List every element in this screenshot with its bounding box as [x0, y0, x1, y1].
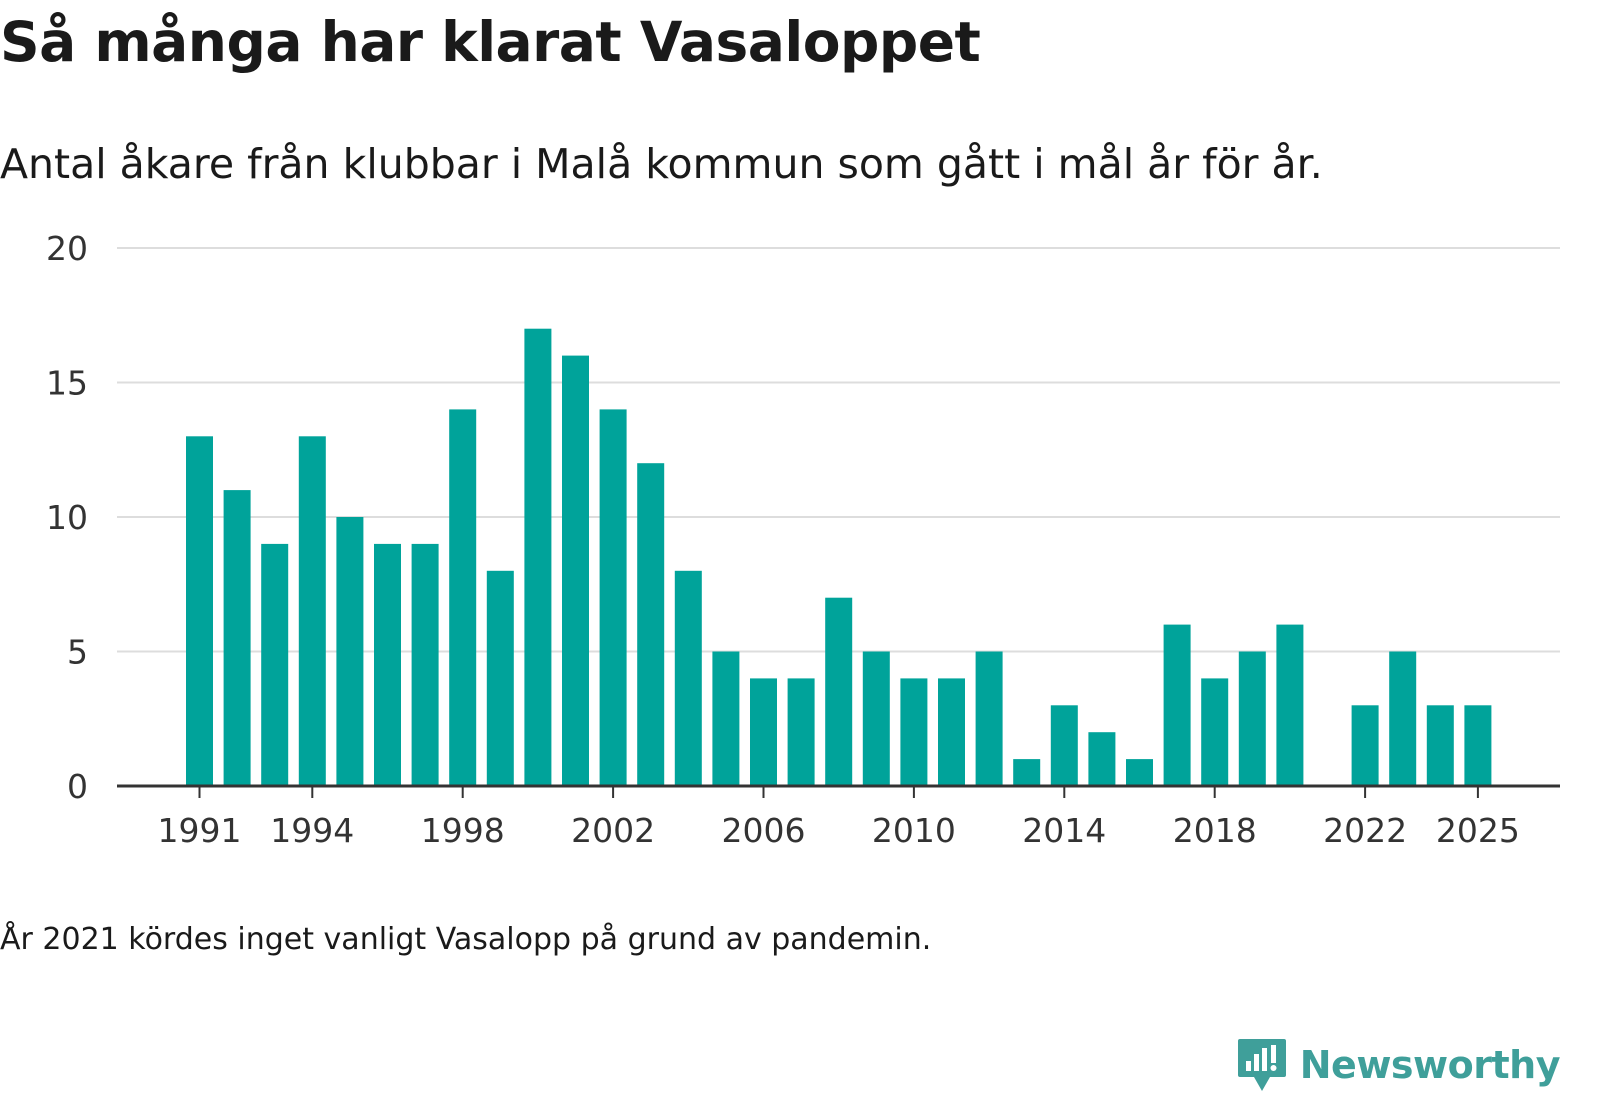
bar-2022 — [1351, 705, 1379, 786]
x-tick-label-2006: 2006 — [722, 811, 806, 850]
newsworthy-logo-icon — [1237, 1039, 1286, 1091]
bar-2003 — [637, 463, 665, 786]
y-tick-label-20: 20 — [46, 229, 88, 268]
bar-2014 — [1050, 705, 1078, 786]
bar-2020 — [1276, 624, 1304, 786]
bar-chart: 0 5 10 15 20 1991 1994 1998 2002 2006 2010 2014 2018… — [46, 229, 1560, 850]
bar-1993 — [261, 543, 289, 786]
bar-1997 — [411, 543, 439, 786]
bar-2002 — [599, 409, 627, 786]
x-tick-label-1998: 1998 — [421, 811, 505, 850]
chart-title: Så många har klarat Vasaloppet — [0, 10, 981, 74]
bar-2006 — [750, 678, 777, 786]
bar-1995 — [336, 517, 364, 786]
y-tick-label-0: 0 — [67, 767, 88, 806]
bar-2019 — [1238, 651, 1266, 786]
bar-1994 — [298, 436, 326, 786]
x-tick-label-2002: 2002 — [571, 811, 655, 850]
bar-2012 — [975, 651, 1003, 786]
x-tick-label-2014: 2014 — [1022, 811, 1106, 850]
bar-2004 — [674, 570, 702, 786]
brand-logo: Newsworthy — [1236, 1037, 1561, 1093]
chart-subtitle: Antal åkare från klubbar i Malå kommun s… — [0, 140, 1323, 188]
bar-1992 — [223, 490, 251, 786]
bar-2005 — [712, 651, 740, 786]
bar-2007 — [787, 678, 815, 786]
bar-2009 — [862, 651, 890, 786]
bar-1996 — [374, 543, 401, 786]
bar-2000 — [524, 328, 552, 786]
bar-2016 — [1126, 759, 1153, 786]
bar-2018 — [1201, 678, 1229, 786]
bar-2015 — [1088, 732, 1116, 786]
footnote: År 2021 kördes inget vanligt Vasalopp på… — [0, 922, 932, 957]
x-tick-label-2010: 2010 — [872, 811, 956, 850]
bar-1998 — [449, 409, 477, 786]
bar-1999 — [486, 570, 514, 786]
bar-2001 — [562, 355, 589, 786]
x-tick-label-1991: 1991 — [158, 811, 242, 850]
bar-2010 — [900, 678, 928, 786]
bar-1991 — [186, 436, 213, 786]
y-tick-label-10: 10 — [46, 498, 88, 537]
x-tick-label-2022: 2022 — [1323, 811, 1407, 850]
x-tick-label-1994: 1994 — [270, 811, 354, 850]
bar-2023 — [1389, 651, 1417, 786]
bar-2024 — [1426, 705, 1454, 786]
y-tick-label-15: 15 — [46, 364, 88, 403]
x-tick-label-2025: 2025 — [1436, 811, 1520, 850]
bar-2013 — [1013, 759, 1041, 786]
bar-2025 — [1464, 705, 1492, 786]
y-tick-label-5: 5 — [67, 633, 88, 672]
bar-2017 — [1163, 624, 1191, 786]
x-tick-label-2018: 2018 — [1173, 811, 1257, 850]
bar-2011 — [938, 678, 965, 786]
brand-name: Newsworthy — [1299, 1043, 1561, 1087]
bar-2008 — [825, 597, 853, 786]
